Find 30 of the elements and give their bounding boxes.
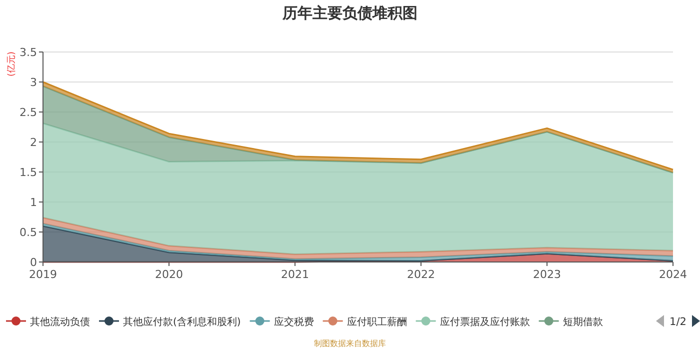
legend-item: 应交税费 bbox=[250, 316, 314, 328]
y-tick-label: 3.5 bbox=[20, 46, 37, 59]
y-tick-label: 3 bbox=[30, 76, 37, 89]
legend-label: 应付职工薪酬 bbox=[346, 316, 407, 328]
x-tick-label: 2023 bbox=[533, 268, 561, 281]
legend-item: 其他流动负债 bbox=[6, 316, 90, 328]
y-tick-label: 1 bbox=[30, 196, 37, 209]
y-tick-label: 0 bbox=[30, 256, 37, 269]
legend-item: 应付票据及应付账款 bbox=[416, 316, 530, 328]
legend-item: 其他应付款(含利息和股利) bbox=[99, 316, 241, 328]
y-tick-label: 2 bbox=[30, 136, 37, 149]
y-tick-label: 1.5 bbox=[20, 166, 37, 179]
text: 1/2 bbox=[670, 316, 686, 328]
x-tick-label: 2020 bbox=[155, 268, 183, 281]
legend-item: 应付职工薪酬 bbox=[322, 316, 407, 328]
legend-label: 其他流动负债 bbox=[30, 316, 90, 328]
legend-label: 短期借款 bbox=[562, 316, 603, 328]
y-tick-label: 0.5 bbox=[20, 226, 37, 239]
y-tick-label: 2.5 bbox=[20, 106, 37, 119]
text: 制图数据来自数据库 bbox=[314, 339, 386, 348]
legend-label: 应交税费 bbox=[274, 316, 314, 328]
x-tick-label: 2021 bbox=[281, 268, 309, 281]
legend-label: 其他应付款(含利息和股利) bbox=[123, 316, 241, 328]
x-tick-label: 2019 bbox=[29, 268, 57, 281]
x-tick-label: 2022 bbox=[407, 268, 435, 281]
legend-label: 应付票据及应付账款 bbox=[440, 316, 530, 328]
legend-item: 短期借款 bbox=[538, 316, 603, 328]
y-axis-title: (亿元) bbox=[6, 51, 17, 77]
x-tick-label: 2024 bbox=[659, 268, 687, 281]
chart-title: 历年主要负债堆积图 bbox=[282, 4, 418, 22]
